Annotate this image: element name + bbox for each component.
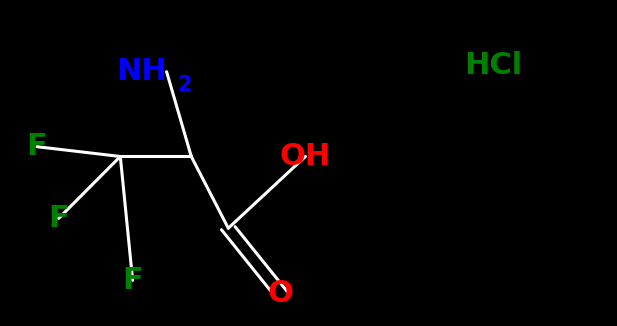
Text: NH: NH xyxy=(116,57,167,86)
Text: F: F xyxy=(48,204,69,233)
Text: HCl: HCl xyxy=(465,51,523,80)
Text: F: F xyxy=(27,132,48,161)
Text: OH: OH xyxy=(280,142,331,171)
Text: 2: 2 xyxy=(178,75,193,95)
Text: O: O xyxy=(268,279,294,308)
Text: F: F xyxy=(122,266,143,295)
